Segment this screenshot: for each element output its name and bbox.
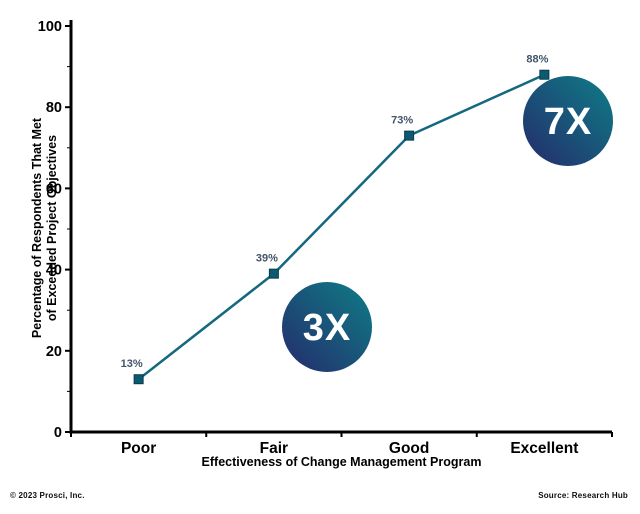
data-point-marker xyxy=(404,130,415,141)
y-tick-label: 100 xyxy=(38,19,62,35)
point-value-label: 88% xyxy=(526,54,548,66)
x-category-label: Poor xyxy=(121,440,156,457)
data-point-marker xyxy=(539,69,550,80)
line-chart: 0 20 40 60 80 100 Poor Fair Good Excellent 13% 39% 7… xyxy=(30,19,613,469)
y-tick-label: 60 xyxy=(46,181,62,197)
point-value-label: 73% xyxy=(391,115,413,127)
y-tick-label: 0 xyxy=(54,425,62,441)
data-point-marker xyxy=(268,268,279,279)
y-axis-title-line2: of Exceeded Project Objectives xyxy=(45,135,59,321)
annotation-label: 3X xyxy=(303,307,351,349)
source-text: Source: Research Hub xyxy=(538,491,628,500)
y-tick-label: 20 xyxy=(46,344,62,360)
point-value-label: 39% xyxy=(256,253,278,265)
annotation-label: 7X xyxy=(544,101,592,143)
annotation-circle-7x xyxy=(523,76,613,166)
x-category-label: Excellent xyxy=(510,440,578,457)
data-point-marker xyxy=(133,374,144,385)
y-axis-title-line1: Percentage of Respondents That Met xyxy=(30,117,44,338)
y-tick-label: 80 xyxy=(46,100,62,116)
x-category-label: Good xyxy=(389,440,429,457)
data-line xyxy=(137,73,545,381)
annotation-circle-3x xyxy=(282,282,372,372)
x-category-label: Fair xyxy=(260,440,288,457)
copyright-text: © 2023 Prosci, Inc. xyxy=(10,491,85,500)
x-axis-title: Effectiveness of Change Management Progr… xyxy=(202,455,482,469)
y-tick-label: 40 xyxy=(46,263,62,279)
point-value-label: 13% xyxy=(121,358,143,370)
